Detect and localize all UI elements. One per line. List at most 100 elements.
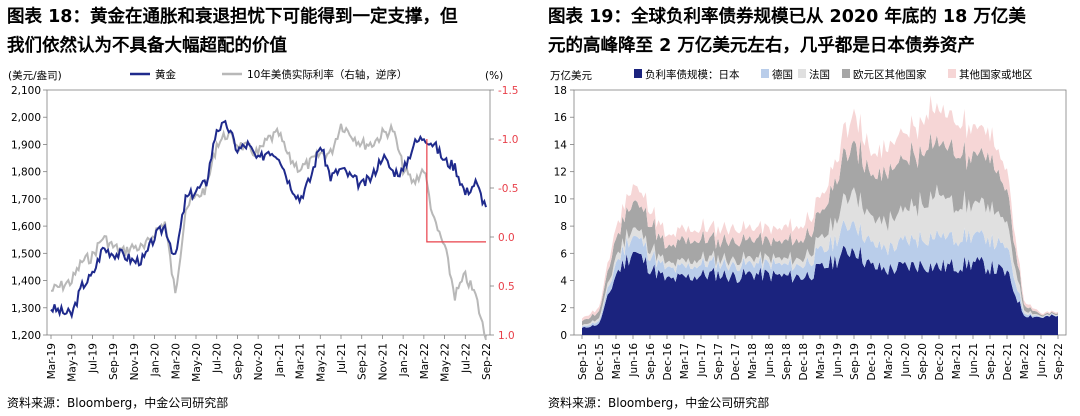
left-x-tick-label: Mar-20 xyxy=(170,343,182,379)
left-x-tick-label: Jul-22 xyxy=(460,343,472,374)
area-other-countries xyxy=(582,95,1058,322)
area-france xyxy=(582,184,1058,327)
area-japan xyxy=(582,245,1058,335)
right-x-tick-label: Dec-16 xyxy=(662,343,674,381)
left-y-tick-label: 1,200 xyxy=(11,330,41,342)
right-x-tick-label: Sep-15 xyxy=(577,343,589,380)
left-x-tick-label: May-19 xyxy=(67,343,79,382)
left-y-tick-label: 1,500 xyxy=(11,248,41,260)
right-x-tick-label: Mar-17 xyxy=(679,343,691,379)
left-source-note: 资料来源：Bloomberg，中金公司研究部 xyxy=(7,396,229,410)
right-x-tick-label: Sep-18 xyxy=(781,343,793,380)
right-x-tick-label: Sep-22 xyxy=(1053,343,1065,380)
right-y-tick-label: 0.5 xyxy=(498,281,515,293)
right-x-tick-label: Mar-22 xyxy=(1019,343,1031,379)
left-x-tick-label: Nov-19 xyxy=(129,343,141,380)
right-x-tick-label: Mar-19 xyxy=(815,343,827,379)
right-x-tick-label: Jun-18 xyxy=(764,343,776,378)
right-x-tick-label: Mar-20 xyxy=(883,343,895,379)
left-y-tick-label: 1,900 xyxy=(11,139,41,151)
series-line-gold xyxy=(50,119,487,320)
left-y-tick-label: 1,700 xyxy=(11,194,41,206)
left-x-tick-label: May-20 xyxy=(191,343,203,382)
right-x-tick-label: Mar-16 xyxy=(611,343,623,380)
left-x-tick-label: Nov-21 xyxy=(377,343,389,380)
left-x-tick-label: Jul-21 xyxy=(336,343,348,374)
right-x-tick-label: Jun-20 xyxy=(900,343,912,378)
annotation-bracket xyxy=(426,139,486,243)
legend-label-0: 负利率债规模：日本 xyxy=(645,68,740,81)
right-y-tick-label: 14 xyxy=(554,139,568,151)
right-x-tick-label: Mar-21 xyxy=(951,343,963,379)
left-x-tick-label: May-21 xyxy=(315,343,327,382)
left-title-line2: 我们依然认为不具备大幅超配的价值 xyxy=(7,36,287,56)
series-line-real-rate xyxy=(51,122,487,341)
left-x-tick-label: Jan-20 xyxy=(150,343,162,377)
right-title-line2: 元的高峰降至 2 万亿美元左右，几乎都是日本债券资产 xyxy=(548,36,975,56)
right-y-tick-label: 12 xyxy=(554,167,567,179)
area-other-euro xyxy=(582,132,1058,326)
right-y-tick-label: 8 xyxy=(560,221,567,233)
gold-vs-real-rate-chart: (美元/盎司) (%) 黄金 10年美债实际利率（右轴，逆序） 1,200 1,3… xyxy=(8,68,519,382)
left-chart-title: 图表 18：黄金在通胀和衰退担忧下可能得到一定支撑，但 我们依然认为不具备大幅超… xyxy=(7,3,537,61)
left-y-tick-label: 1,400 xyxy=(11,276,41,288)
right-title-line1: 图表 19：全球负利率债券规模已从 2020 年底的 18 万亿美 xyxy=(548,7,1026,27)
right-x-tick-label: Jun-16 xyxy=(628,343,640,378)
right-x-tick-label: Sep-21 xyxy=(985,343,997,380)
left-title-line1: 图表 18：黄金在通胀和衰退担忧下可能得到一定支撑，但 xyxy=(7,7,458,27)
right-x-tick-label: Dec-15 xyxy=(594,343,606,380)
legend-swatch-4 xyxy=(948,69,956,78)
right-x-tick-label: Mar-18 xyxy=(747,343,759,379)
right-y-tick-label: 16 xyxy=(554,112,568,124)
left-y-tick-label: 2,100 xyxy=(11,85,41,97)
left-x-tick-label: Sep-21 xyxy=(357,343,369,380)
left-x-tick-label: Mar-22 xyxy=(419,343,431,379)
left-x-tick-label: Mar-19 xyxy=(46,343,58,379)
right-x-tick-label: Jun-21 xyxy=(968,343,980,378)
left-x-tick-label: Sep-22 xyxy=(481,343,493,380)
legend-swatch-3 xyxy=(842,69,850,78)
legend-swatch-1 xyxy=(761,69,769,78)
legend-label-3: 欧元区其他国家 xyxy=(853,68,927,81)
right-axis-unit: 万亿美元 xyxy=(550,69,592,82)
left-plot-frame xyxy=(46,89,491,336)
right-y-tick-label: 2 xyxy=(560,303,567,315)
left-y-tick-label: 2,000 xyxy=(11,112,41,124)
right-x-tick-label: Dec-18 xyxy=(798,343,810,380)
right-x-tick-label: Sep-17 xyxy=(713,343,725,380)
right-x-tick-label: Jun-22 xyxy=(1036,343,1048,378)
right-x-tick-label: Jun-19 xyxy=(832,343,844,378)
legend-swatch-2 xyxy=(798,69,806,78)
right-y-tick-label: -1.0 xyxy=(498,134,519,146)
right-y-tick-label: 6 xyxy=(560,248,567,260)
right-y-tick-label: 10 xyxy=(554,194,567,206)
right-x-tick-label: Sep-16 xyxy=(645,343,657,380)
right-chart-title: 图表 19：全球负利率债券规模已从 2020 年底的 18 万亿美 元的高峰降至… xyxy=(548,3,1078,61)
left-x-tick-label: Sep-19 xyxy=(108,343,120,380)
area-germany xyxy=(582,219,1058,328)
left-y-tick-label: 1,600 xyxy=(11,221,41,233)
negative-yield-debt-chart: 万亿美元 负利率债规模：日本 德国 法国 欧元区其他国家 其他国家或地区 0 2 4 6 8 10… xyxy=(550,68,1067,381)
legend-label-rate: 10年美债实际利率（右轴，逆序） xyxy=(247,68,407,81)
left-x-tick-label: May-22 xyxy=(440,343,452,382)
left-x-tick-label: Jan-22 xyxy=(398,343,410,377)
right-x-tick-label: Sep-20 xyxy=(917,343,929,380)
left-y-tick-label: 1,300 xyxy=(11,303,41,315)
right-x-tick-label: Dec-19 xyxy=(866,343,878,380)
left-x-tick-label: Jan-21 xyxy=(274,343,286,377)
left-y-tick-label: 1,800 xyxy=(11,167,41,179)
left-x-tick-label: Mar-21 xyxy=(295,343,307,379)
right-y-tick-label: 1.0 xyxy=(498,330,515,342)
right-y-tick-label: -0.5 xyxy=(498,183,519,195)
legend-label-2: 法国 xyxy=(809,68,830,81)
left-x-tick-label: Jul-20 xyxy=(212,343,224,374)
right-y-tick-label: 4 xyxy=(560,276,567,288)
right-source-note: 资料来源：Bloomberg，中金公司研究部 xyxy=(548,396,770,410)
legend-swatch-0 xyxy=(634,69,642,78)
right-x-tick-label: Dec-17 xyxy=(730,343,742,380)
right-y-tick-label: 0 xyxy=(560,330,567,342)
right-x-tick-label: Dec-21 xyxy=(1002,343,1014,380)
legend-label-gold: 黄金 xyxy=(155,68,176,81)
right-x-tick-label: Jun-17 xyxy=(696,343,708,378)
right-y-tick-label: 0.0 xyxy=(498,232,515,244)
